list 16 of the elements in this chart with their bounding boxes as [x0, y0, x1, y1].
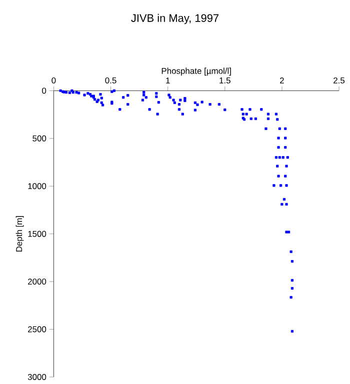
- x-tick-label: 2.5: [334, 77, 345, 84]
- y-tick-label: 500: [32, 135, 46, 142]
- x-tick-label: 0: [52, 77, 56, 84]
- chart-title: JIVB in May, 1997: [131, 14, 219, 24]
- x-tick-label: 2: [280, 78, 284, 84]
- y-tick-label: 1500: [28, 230, 46, 237]
- y-tick-label: 1000: [28, 183, 46, 190]
- y-tick-label: 0: [42, 88, 46, 94]
- x-tick-label: 1: [166, 78, 170, 84]
- x-tick-label: 0.5: [105, 77, 116, 84]
- y-axis-title: Depth [m]: [16, 216, 24, 252]
- x-tick-label: 1.5: [220, 78, 230, 84]
- y-tick-label: 2500: [28, 326, 46, 332]
- x-axis-title: Phosphate [µmol/l]: [162, 68, 231, 76]
- y-tick-label: 2000: [28, 278, 46, 285]
- y-tick-label: 3000: [28, 374, 46, 380]
